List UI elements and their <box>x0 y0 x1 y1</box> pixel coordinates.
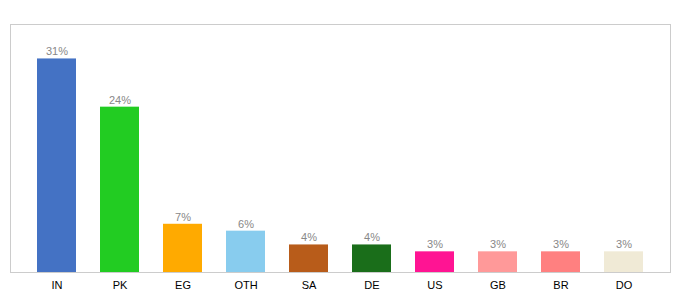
svg-text:4%: 4% <box>364 231 380 243</box>
svg-text:7%: 7% <box>175 211 191 223</box>
svg-text:OTH: OTH <box>234 279 257 291</box>
svg-text:4%: 4% <box>301 231 317 243</box>
svg-text:SA: SA <box>302 279 317 291</box>
svg-text:3%: 3% <box>553 238 569 250</box>
svg-text:24%: 24% <box>109 94 131 106</box>
svg-text:DO: DO <box>616 279 633 291</box>
svg-text:GB: GB <box>490 279 506 291</box>
svg-text:3%: 3% <box>490 238 506 250</box>
svg-text:3%: 3% <box>616 238 632 250</box>
svg-text:PK: PK <box>113 279 128 291</box>
svg-text:US: US <box>427 279 442 291</box>
svg-text:31%: 31% <box>46 45 68 57</box>
svg-text:BR: BR <box>553 279 568 291</box>
svg-text:3%: 3% <box>427 238 443 250</box>
svg-text:EG: EG <box>175 279 191 291</box>
svg-text:DE: DE <box>364 279 379 291</box>
svg-text:6%: 6% <box>238 218 254 230</box>
svg-text:IN: IN <box>52 279 63 291</box>
